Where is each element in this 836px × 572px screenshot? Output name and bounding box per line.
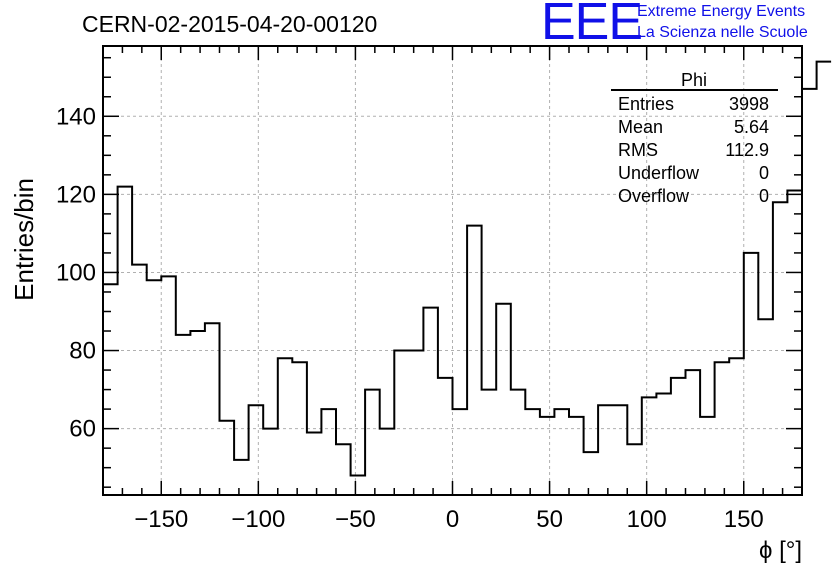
x-tick-label: 0 (446, 506, 459, 533)
histogram-series (103, 60, 832, 477)
y-tick-label: 80 (69, 338, 96, 365)
y-tick-labels: 60 80 100 120 140 (56, 103, 96, 442)
stats-title: Phi (681, 70, 707, 90)
axis-ticks (102, 46, 803, 495)
eee-logo: EEE (541, 0, 643, 51)
y-tick-label: 120 (56, 181, 96, 208)
y-tick-label: 60 (69, 416, 96, 443)
x-tick-labels: −150 −100 −50 0 50 100 150 (134, 506, 764, 533)
x-tick-label: 50 (536, 506, 563, 533)
x-tick-label: 100 (627, 506, 667, 533)
stats-label-mean: Mean (618, 117, 663, 137)
x-axis-title: ϕ [°] (759, 537, 802, 564)
stats-value-rms: 112.9 (725, 140, 769, 160)
stats-label-entries: Entries (618, 94, 674, 114)
y-axis-title: Entries/bin (9, 178, 39, 301)
stats-label-rms: RMS (618, 140, 658, 160)
stats-label-overflow: Overflow (618, 186, 690, 206)
x-tick-label: −150 (134, 506, 188, 533)
stats-value-underflow: 0 (759, 163, 769, 183)
x-tick-label: 150 (724, 506, 764, 533)
stats-value-overflow: 0 (759, 186, 769, 206)
logo-subtitle-line2: La Scienza nelle Scuole (637, 24, 808, 41)
grid-lines (103, 46, 802, 495)
x-tick-label: −50 (335, 506, 376, 533)
stats-value-mean: 5.64 (734, 117, 769, 137)
run-title: CERN-02-2015-04-20-00120 (82, 11, 378, 37)
logo-subtitle-line1: Extreme Energy Events (637, 3, 806, 20)
stats-label-underflow: Underflow (618, 163, 700, 183)
y-tick-label: 100 (56, 259, 96, 286)
y-tick-label: 140 (56, 103, 96, 130)
x-tick-label: −100 (231, 506, 285, 533)
stats-value-entries: 3998 (729, 94, 769, 114)
stats-box: Phi Entries 3998 Mean 5.64 RMS 112.9 Und… (611, 70, 778, 206)
